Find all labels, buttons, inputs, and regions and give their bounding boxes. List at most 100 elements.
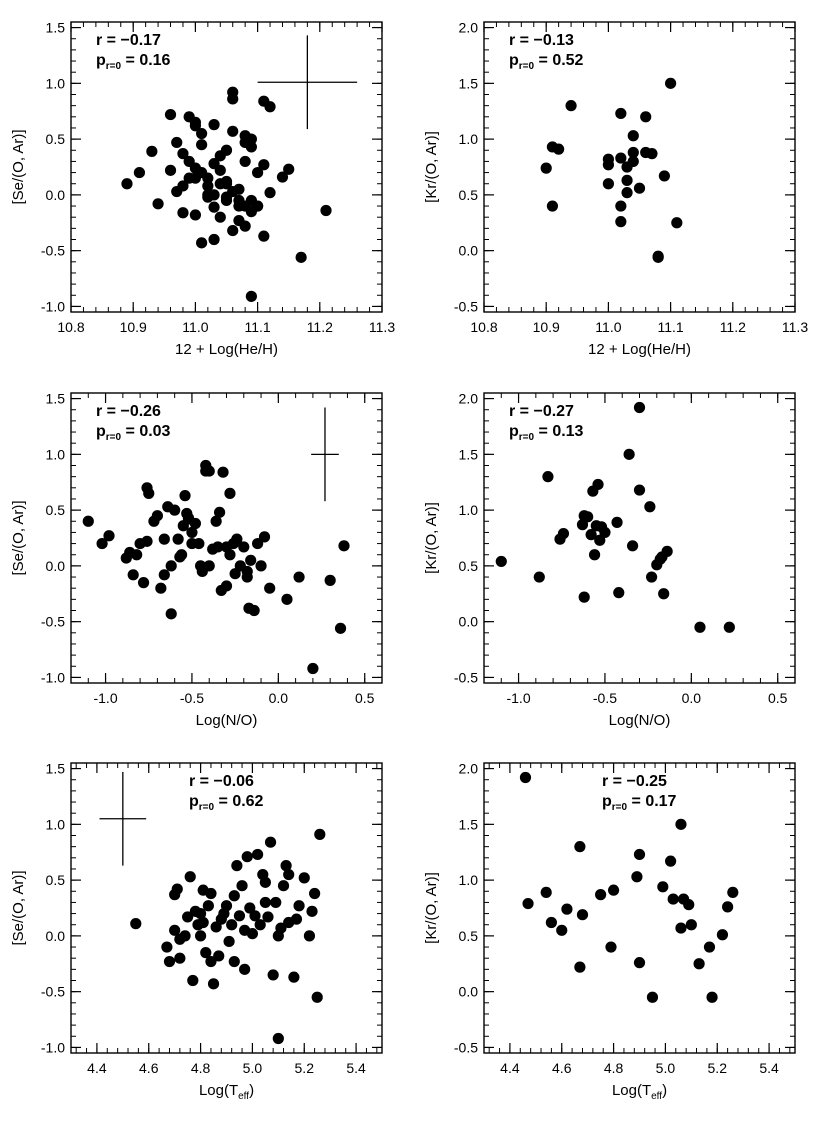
x-tick-label: -0.5 [180,690,204,706]
data-point [722,901,734,913]
data-point [158,569,170,581]
data-point [307,662,319,675]
data-point [196,237,208,249]
data-point [578,510,590,522]
data-point [182,911,194,923]
data-point [627,146,639,159]
data-point [189,209,201,221]
data-point [252,848,264,861]
x-tick-label: 0.0 [682,690,702,706]
data-point [239,220,251,232]
data-point [194,560,207,572]
data-point [621,161,633,173]
data-point [694,621,706,633]
x-tick-label: 0.5 [355,690,375,706]
correlation-r: r = −0.25 [602,773,667,790]
data-point [546,200,559,212]
data-point [155,582,167,594]
correlation-r: r = −0.26 [96,403,161,420]
panel-se-vs-he: 10.8 10.9 11.0 11.1 11.2 11.3 -1.0 -0.5 0.0 0.5 1.… [10,20,395,358]
x-tick-label: 11.0 [182,319,208,335]
data-point [169,924,181,936]
data-point [272,1032,284,1045]
data-point [252,166,264,179]
data-points [519,771,739,1003]
data-point [224,549,236,561]
data-point [220,900,233,912]
data-point [615,200,627,212]
y-tick-label: 1.0 [459,872,479,888]
panel-se-vs-no: -1.0 -0.5 0.0 0.5 -1.0 -0.5 0.0 0.5 1.0 1.5 Log(N/… [10,391,383,729]
y-axis-label: [Kr/(O, Ar)] [423,502,440,574]
data-point [264,101,276,113]
x-tick-label: 11.1 [244,319,270,335]
data-point [202,900,214,912]
data-point [245,290,257,302]
x-axis-label: Log(Teff) [612,1082,667,1102]
data-point [288,971,300,983]
data-point [241,571,253,583]
x-tick-label: 4.4 [87,1060,107,1076]
x-tick-label: 5.2 [708,1060,728,1076]
data-point [599,526,611,539]
data-point [306,905,318,917]
data-point [574,961,586,973]
x-tick-label: 4.4 [500,1060,520,1076]
data-point [683,899,695,911]
y-tick-label: 1.0 [46,816,66,832]
data-point [200,465,212,477]
data-point [645,571,658,583]
data-point [187,974,199,987]
x-tick-label: -0.5 [593,690,617,706]
data-point [165,560,177,572]
x-tick-label: 10.9 [533,319,560,335]
data-point [213,506,226,518]
y-tick-label: -0.5 [454,298,478,314]
data-point [675,922,687,934]
data-point [165,608,177,620]
data-point [82,515,94,527]
y-tick-label: 0.0 [46,558,66,574]
data-point [203,560,215,572]
data-point [196,127,208,140]
data-point [303,930,316,942]
data-points [540,77,683,263]
data-point [224,487,236,499]
data-point [254,919,266,931]
data-point [533,571,545,583]
data-point [685,919,697,931]
data-point [220,191,233,203]
data-point [248,604,260,617]
data-point [208,119,220,131]
data-points [82,459,350,675]
y-tick-label: -0.5 [41,614,65,630]
y-tick-label: -0.5 [41,984,65,1000]
data-point [169,504,181,516]
data-point [239,155,251,168]
x-tick-label: -1.0 [93,690,117,706]
y-tick-label: 2.0 [459,761,479,777]
correlation-p: pr=0 = 0.03 [96,423,171,443]
data-point [621,174,633,186]
data-point [245,554,257,566]
data-point [703,941,716,953]
data-point [130,918,142,930]
error-bar-cross [99,771,147,866]
data-point [231,533,243,545]
data-point [607,884,620,896]
data-point [652,250,664,262]
data-points [130,828,326,1045]
data-point [545,916,557,929]
data-point [171,883,183,895]
data-point [194,930,207,942]
data-point [103,530,115,542]
x-tick-label: 4.8 [191,1060,211,1076]
x-axis-label: 12 + Log(He/H) [175,341,278,358]
data-point [646,991,659,1003]
y-tick-label: 1.5 [459,446,479,462]
y-tick-label: 2.0 [459,20,479,36]
data-point [228,890,240,902]
y-tick-label: 0.0 [459,984,479,1000]
x-axis-label: Log(Teff) [199,1082,254,1102]
data-point [177,148,189,160]
